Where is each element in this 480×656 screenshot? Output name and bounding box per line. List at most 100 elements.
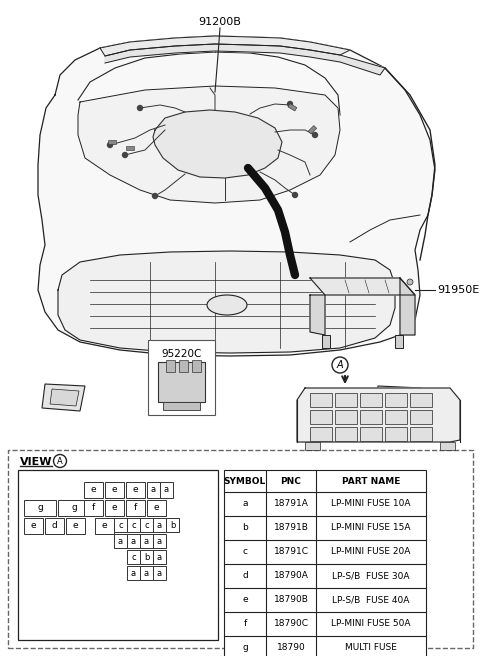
Text: a: a <box>144 569 149 577</box>
Text: 18791A: 18791A <box>274 499 309 508</box>
Text: c: c <box>131 552 136 562</box>
Bar <box>84 500 103 516</box>
Bar <box>127 566 140 580</box>
Circle shape <box>122 152 128 157</box>
Polygon shape <box>78 86 340 203</box>
Text: a: a <box>144 537 149 546</box>
Bar <box>45 518 64 534</box>
Polygon shape <box>153 110 282 178</box>
Text: e: e <box>112 504 117 512</box>
Text: LP-S/B  FUSE 30A: LP-S/B FUSE 30A <box>332 571 410 581</box>
Text: g: g <box>37 504 43 512</box>
Polygon shape <box>400 278 415 335</box>
Bar <box>360 393 382 407</box>
Text: a: a <box>157 520 162 529</box>
Bar <box>335 410 357 424</box>
Bar <box>153 534 166 548</box>
Polygon shape <box>105 44 385 75</box>
Bar <box>308 125 317 134</box>
Bar <box>127 518 140 532</box>
Bar <box>153 566 166 580</box>
Text: e: e <box>91 485 96 495</box>
Circle shape <box>407 279 413 285</box>
Bar <box>8 450 473 648</box>
Bar <box>66 518 85 534</box>
Bar <box>163 402 200 410</box>
Circle shape <box>288 102 292 106</box>
Text: 95220C: 95220C <box>161 349 202 359</box>
Text: e: e <box>132 485 138 495</box>
Text: 18791C: 18791C <box>274 548 309 556</box>
Polygon shape <box>50 389 79 406</box>
Bar <box>140 566 153 580</box>
Bar <box>114 534 127 548</box>
Bar <box>385 410 407 424</box>
Bar <box>410 410 432 424</box>
Polygon shape <box>375 386 422 408</box>
Bar <box>108 140 116 144</box>
Text: SYMBOL: SYMBOL <box>224 476 266 485</box>
Bar <box>310 427 332 441</box>
Bar <box>335 427 357 441</box>
Text: e: e <box>102 522 108 531</box>
Circle shape <box>332 357 348 373</box>
Text: e: e <box>112 485 117 495</box>
Text: c: c <box>118 520 123 529</box>
Text: a: a <box>118 537 123 546</box>
Bar <box>18 470 218 640</box>
Bar <box>58 500 90 516</box>
Circle shape <box>292 192 298 197</box>
Bar <box>140 550 153 564</box>
Text: 18790B: 18790B <box>274 596 309 604</box>
Bar <box>385 427 407 441</box>
Bar <box>310 410 332 424</box>
Text: a: a <box>157 552 162 562</box>
Text: a: a <box>164 485 169 495</box>
Bar <box>179 360 188 372</box>
Text: d: d <box>52 522 58 531</box>
Bar <box>410 427 432 441</box>
Text: 18790C: 18790C <box>274 619 309 628</box>
Bar <box>288 104 297 111</box>
Text: f: f <box>92 504 95 512</box>
Text: a: a <box>157 569 162 577</box>
Circle shape <box>312 133 317 138</box>
Text: f: f <box>243 619 247 628</box>
Text: LP-MINI FUSE 15A: LP-MINI FUSE 15A <box>331 523 411 533</box>
Text: 91950E: 91950E <box>437 285 479 295</box>
Polygon shape <box>310 278 415 295</box>
Text: LP-S/B  FUSE 40A: LP-S/B FUSE 40A <box>332 596 410 604</box>
Text: 18791B: 18791B <box>274 523 309 533</box>
Text: b: b <box>170 520 175 529</box>
Polygon shape <box>415 456 448 481</box>
Text: LP-MINI FUSE 50A: LP-MINI FUSE 50A <box>331 619 411 628</box>
Bar <box>84 482 103 498</box>
Bar <box>126 500 145 516</box>
Bar <box>166 518 179 532</box>
Bar <box>126 482 145 498</box>
Text: LP-MINI FUSE 10A: LP-MINI FUSE 10A <box>331 499 411 508</box>
Bar <box>140 518 153 532</box>
Bar <box>147 500 166 516</box>
Bar <box>24 518 43 534</box>
Text: e: e <box>242 596 248 604</box>
Text: c: c <box>144 520 149 529</box>
Circle shape <box>108 142 112 148</box>
Polygon shape <box>38 36 435 356</box>
Text: PART NAME: PART NAME <box>342 476 400 485</box>
Ellipse shape <box>207 295 247 315</box>
Text: g: g <box>71 504 77 512</box>
Text: b: b <box>242 523 248 533</box>
Bar <box>114 518 127 532</box>
Text: A: A <box>336 360 343 370</box>
Text: c: c <box>131 520 136 529</box>
Text: PNC: PNC <box>281 476 301 485</box>
Text: a: a <box>151 485 156 495</box>
Text: MULTI FUSE: MULTI FUSE <box>345 644 397 653</box>
Bar <box>192 360 201 372</box>
Bar <box>126 146 134 150</box>
Text: e: e <box>31 522 36 531</box>
Polygon shape <box>378 391 416 404</box>
Circle shape <box>53 455 67 468</box>
Text: d: d <box>242 571 248 581</box>
